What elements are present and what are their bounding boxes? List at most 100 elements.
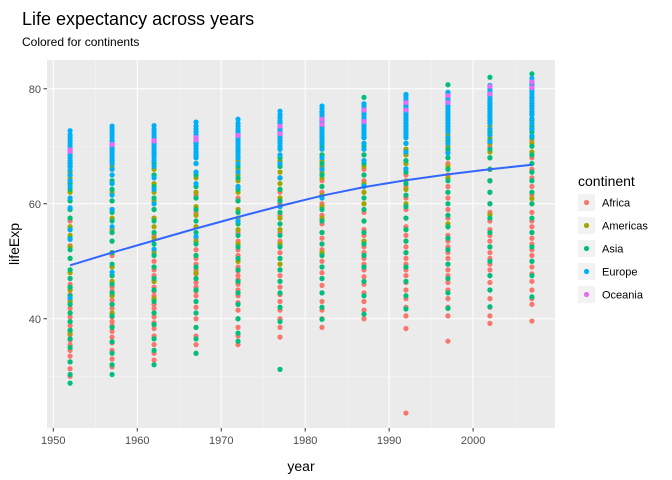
data-point (235, 267, 241, 273)
data-point (319, 121, 325, 127)
data-point (277, 209, 283, 215)
data-point (361, 298, 367, 305)
data-point (361, 241, 367, 247)
data-point (319, 160, 325, 167)
data-point (235, 244, 241, 250)
data-point (67, 371, 73, 378)
data-point (319, 298, 325, 305)
data-point (235, 175, 241, 181)
data-point (445, 290, 451, 296)
data-point (403, 313, 409, 319)
x-tick-label: 1960 (125, 435, 149, 447)
data-point (361, 252, 367, 259)
data-point (487, 313, 493, 319)
legend-label: Oceania (602, 290, 644, 302)
data-point (235, 209, 241, 215)
data-point (193, 247, 199, 253)
data-point (109, 218, 115, 224)
data-point (487, 132, 493, 138)
data-point (109, 186, 115, 192)
data-point (193, 252, 199, 259)
data-point (445, 183, 451, 190)
data-point (319, 241, 325, 247)
data-point (445, 338, 451, 344)
data-point (277, 181, 283, 187)
data-point (151, 287, 157, 293)
data-point (277, 221, 283, 227)
data-point (319, 172, 325, 178)
data-point (403, 278, 409, 284)
data-point (445, 135, 451, 141)
data-point (529, 169, 535, 175)
data-point (487, 287, 493, 293)
y-tick-label: 40 (29, 314, 41, 326)
x-tick-label: 1990 (377, 435, 401, 447)
data-point (445, 247, 451, 253)
data-point (235, 324, 241, 330)
data-point (151, 321, 157, 328)
data-point (529, 183, 535, 190)
data-point (361, 146, 367, 152)
data-point (277, 152, 283, 158)
data-point (193, 119, 199, 125)
data-point (109, 238, 115, 244)
data-point (277, 304, 283, 310)
data-point (445, 305, 451, 311)
data-point (193, 310, 199, 316)
x-tick-label: 1980 (293, 435, 317, 447)
data-point (151, 298, 157, 305)
data-point (109, 141, 115, 148)
data-point (319, 258, 325, 264)
data-point (193, 324, 199, 330)
data-point (67, 178, 73, 184)
data-point (277, 123, 283, 129)
legend-item-europe: Europe (578, 263, 637, 280)
y-tick-label: 80 (29, 84, 41, 96)
data-point (277, 198, 283, 204)
trend-line (69, 163, 533, 267)
data-point (319, 270, 325, 276)
data-point (151, 206, 157, 213)
data-point (403, 232, 409, 238)
data-point (277, 273, 283, 279)
data-point (487, 244, 493, 250)
legend-swatch (583, 222, 590, 229)
data-point (487, 189, 493, 195)
data-point (235, 183, 241, 190)
data-point (67, 205, 73, 211)
data-point (487, 229, 493, 236)
data-point (319, 206, 325, 213)
legend-label: Americas (602, 221, 648, 233)
data-point (67, 305, 73, 311)
data-point (235, 198, 241, 204)
data-point (487, 146, 493, 152)
data-point (487, 215, 493, 221)
data-point (403, 306, 409, 312)
x-axis: 1950 1960 1970 1980 1990 2000 (41, 428, 485, 447)
data-point (109, 324, 115, 330)
data-point (67, 275, 73, 282)
data-point (529, 264, 535, 270)
data-point (319, 304, 325, 310)
data-point (67, 128, 73, 134)
data-point (67, 247, 73, 253)
data-point (403, 255, 409, 261)
data-point (67, 227, 73, 233)
data-point (529, 209, 535, 215)
y-axis: 40 60 80 (29, 84, 47, 326)
data-point (67, 132, 73, 138)
data-point (67, 267, 73, 273)
data-point (235, 301, 241, 307)
data-point (151, 138, 157, 144)
data-point (151, 275, 157, 282)
data-point (235, 120, 241, 126)
legend-swatch (583, 199, 590, 206)
data-point (445, 189, 451, 195)
data-point (319, 275, 325, 282)
legend-swatch (583, 245, 590, 252)
legend-item-asia: Asia (578, 240, 624, 257)
data-point (403, 273, 409, 279)
legend-item-africa: Africa (578, 194, 631, 211)
data-point (151, 362, 157, 368)
data-point (235, 273, 241, 279)
